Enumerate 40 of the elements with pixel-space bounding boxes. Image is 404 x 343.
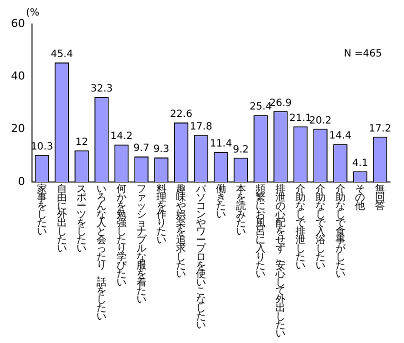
x-tick-label: 本を読みたい: [236, 182, 246, 238]
x-tick-label: スポーツをしたい: [76, 184, 87, 254]
data-label: 4.1: [352, 158, 368, 169]
x-tick-label: 家事をしたい: [36, 182, 47, 238]
data-label: 25.4: [250, 102, 272, 113]
data-label: 20.2: [309, 115, 332, 126]
y-tick-label: 0: [18, 174, 25, 188]
data-label: 17.2: [368, 123, 392, 134]
category-label: 趣味や娯楽を追求したい: [176, 184, 186, 280]
y-axis-title: (%: [26, 8, 40, 19]
x-tick-label: 働きたい: [216, 182, 226, 220]
data-label: 9.2: [232, 144, 249, 156]
x-tick-label: 無回答: [375, 182, 386, 212]
data-label: 9.7: [133, 143, 150, 154]
data-label: 14.4: [329, 130, 352, 142]
x-tick-label: 自由に外出したい: [56, 182, 67, 254]
category-label: 介助なしで排泄したい: [296, 184, 306, 272]
category-label: 排泄の心配をせず、安心して外出したい: [276, 184, 286, 340]
y-tick-label: 60: [10, 16, 25, 30]
data-label: 12: [75, 136, 88, 148]
data-label: 14.2: [110, 131, 133, 142]
data-label: 45.4: [50, 49, 73, 60]
annotation: N =465: [344, 48, 382, 60]
data-label: 22.6: [170, 109, 192, 120]
data-label: 9.3: [153, 144, 170, 156]
category-label: パソコンやワープロを使いこなしたい: [196, 184, 206, 331]
category-label: 介助なしで入浴したい: [315, 184, 326, 272]
y-tick-label: 40: [10, 70, 25, 83]
x-tick-label: 料理を作りたい: [155, 182, 166, 246]
category-label: ファッショナブルな服を着たい: [136, 184, 146, 306]
data-label: 17.8: [190, 122, 212, 133]
category-label: 介助なしで食事がしたい: [335, 184, 346, 280]
category-label: 頻繁にお風呂に入りたい: [256, 184, 266, 280]
x-tick-label: その他: [355, 184, 366, 212]
data-label: 10.3: [30, 141, 54, 152]
category-label: いろんな人と会ったり、話をしたい: [96, 184, 107, 322]
category-label: 何かを勉強したり学びたい: [116, 184, 126, 288]
data-label: 32.3: [90, 84, 113, 95]
data-label: 11.4: [210, 138, 232, 150]
y-tick-label: 20: [10, 122, 25, 136]
